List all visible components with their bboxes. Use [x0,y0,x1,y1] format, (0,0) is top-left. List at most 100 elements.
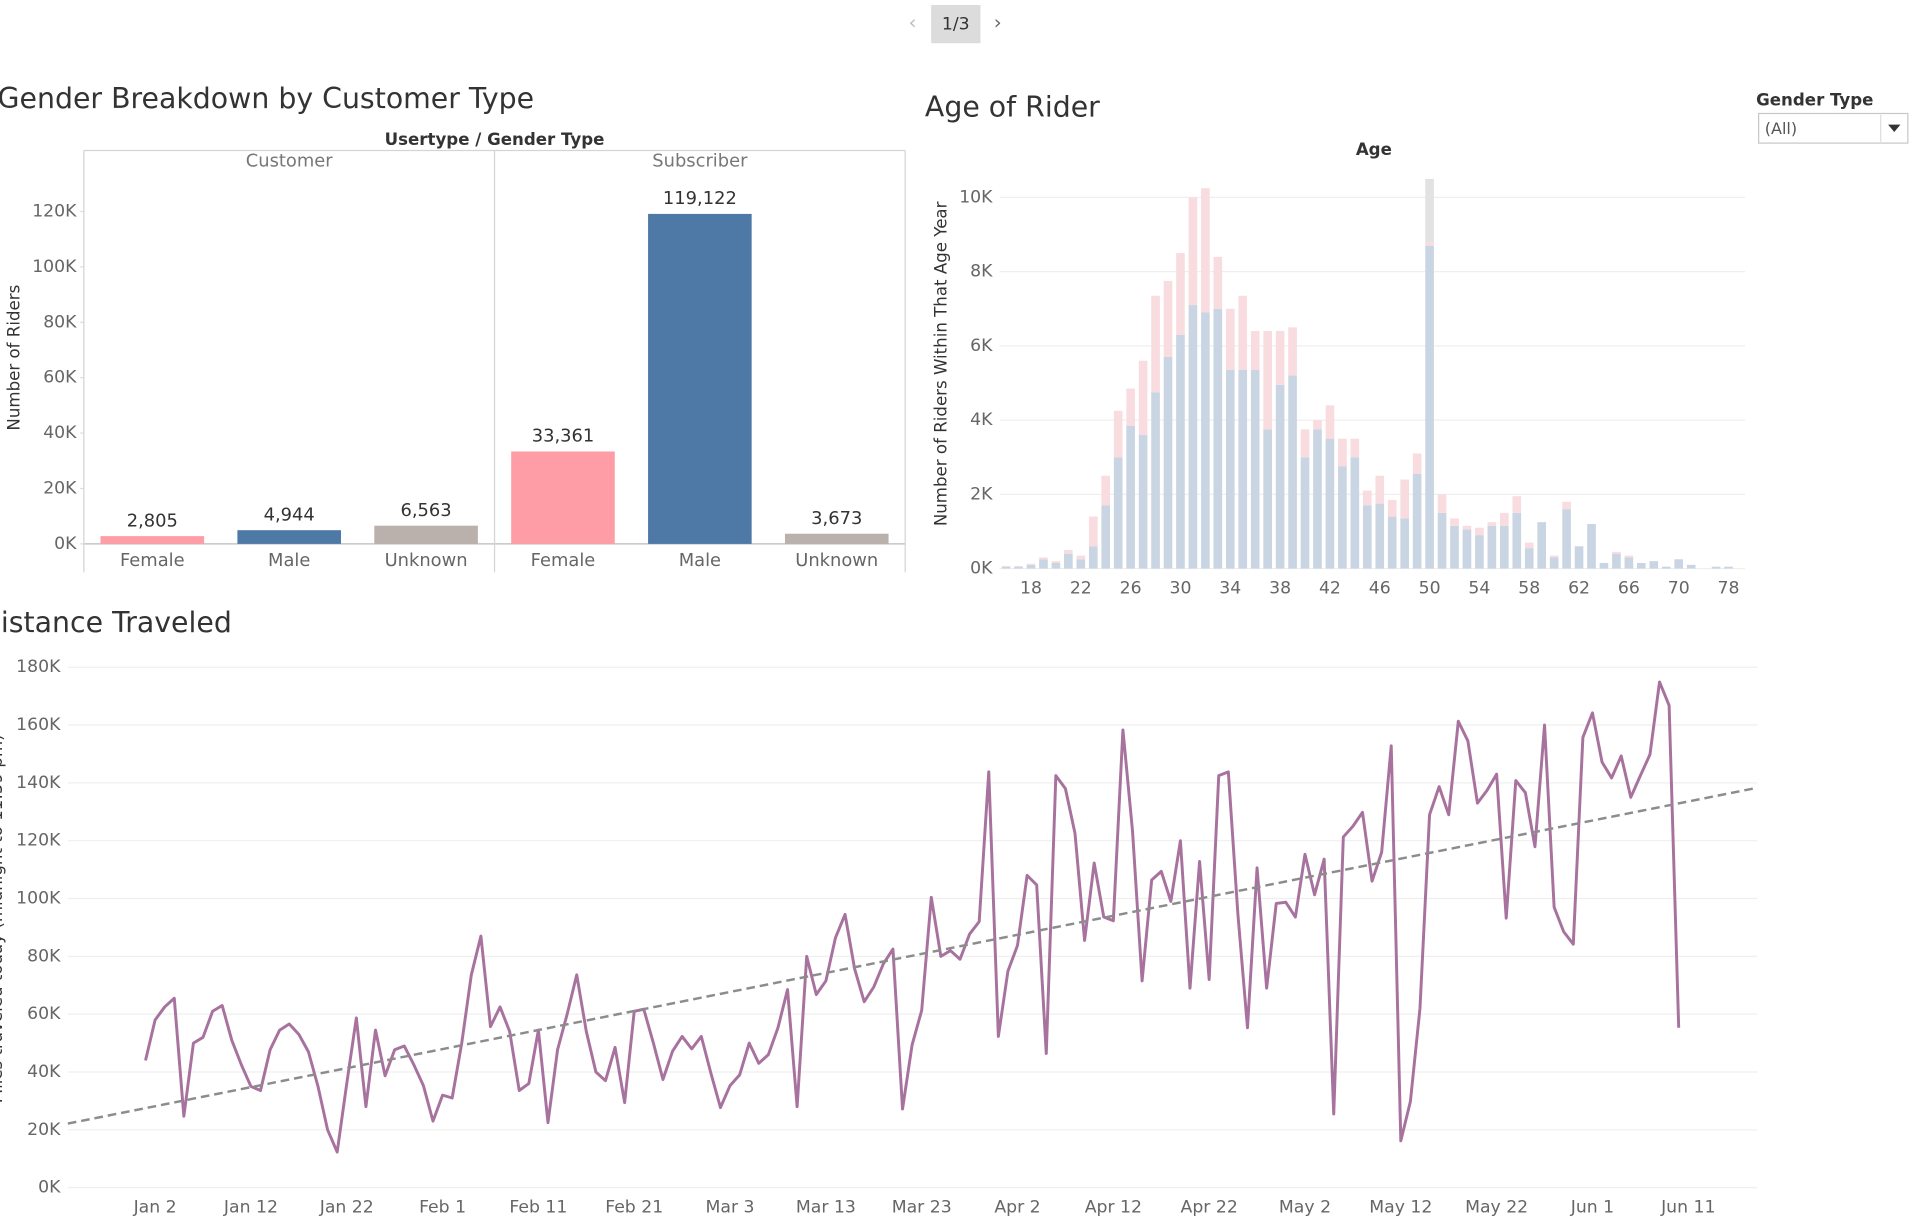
bar-segment [1487,525,1497,569]
x-tick-label: May 2 [1279,1197,1331,1217]
y-tick-label: 0K [38,1178,61,1198]
x-tick-label: 58 [1518,578,1540,598]
x-tick-label: 30 [1169,578,1191,598]
bar-segment [1325,438,1335,569]
bar-segment [1549,555,1559,558]
bar-segment [1201,312,1210,569]
bar-segment [1562,501,1571,510]
x-tick-label: 78 [1718,578,1740,598]
bar-segment [1225,370,1235,569]
bar-segment [1574,546,1584,569]
bar-segment [1288,327,1297,376]
pager-label: 1/3 [942,15,970,35]
y-tick-label: 120K [16,831,61,851]
x-tick-label: Male [268,550,310,571]
bar-segment [1014,566,1023,569]
x-tick-label: Jan 12 [223,1197,278,1217]
bar-segment [1375,475,1385,504]
bar-segment [1599,562,1609,569]
y-tick-label: 10K [959,187,993,207]
bar-segment [1088,546,1098,569]
bar-segment [1151,295,1160,393]
x-tick-label: Feb 1 [419,1197,466,1217]
bar-segment [1238,295,1248,371]
bar-segment [1113,457,1123,569]
x-tick-label: 50 [1419,578,1441,598]
bar-segment [1263,331,1272,430]
value-label: 2,805 [127,510,178,531]
bar-segment [1338,438,1347,467]
bar-segment [1064,549,1073,554]
prev-arrow[interactable]: ‹ [909,11,917,34]
y-tick-label: 140K [16,773,61,793]
bar-segment [1362,505,1372,569]
bar-segment [1275,384,1285,569]
bar-segment [1400,518,1409,569]
bar-segment [1101,475,1111,506]
y-axis-title: Miles traveled today (midnight to 11:59 … [0,734,6,1103]
x-tick-label: Mar 3 [706,1197,755,1217]
bar-segment [1412,453,1422,474]
bar-segment [1300,457,1310,569]
pager-box [931,4,981,44]
filter-label: Gender Type [1756,91,1873,110]
value-label: 119,122 [663,188,737,209]
chart-title: Gender Breakdown by Customer Type [0,82,534,115]
bar-segment [1238,370,1248,569]
bar-segment [1176,253,1185,335]
dropdown[interactable] [1757,112,1909,144]
bar-segment [1288,375,1297,569]
next-arrow[interactable]: › [994,11,1002,34]
bar-segment [1001,565,1011,567]
bar-segment [1412,473,1422,569]
bar-segment [1163,357,1173,569]
x-tick-label: Apr 22 [1181,1197,1238,1217]
bar [374,525,478,544]
y-tick-label: 4K [970,410,993,430]
bar-segment [1313,420,1322,430]
x-tick-label: Female [120,550,185,571]
bar-segment [1176,334,1185,569]
bar-segment [1126,388,1135,426]
x-tick-label: Female [531,550,596,571]
bar-segment [1524,542,1534,549]
bar-segment [1499,525,1509,569]
bar-segment [1387,499,1397,517]
x-tick-label: Jun 11 [1660,1197,1715,1217]
bar-segment [1674,559,1684,569]
bar-segment [1250,331,1260,371]
bar-segment [1201,188,1210,313]
header: Usertype / Gender Type [385,130,605,149]
x-tick-label: 54 [1468,578,1490,598]
bar-segment [1088,516,1098,547]
bar-segment [1487,522,1497,526]
bar-segment [1350,457,1360,569]
bar-segment [1437,494,1447,513]
bar-segment [1325,405,1335,439]
x-tick-label: 22 [1070,578,1092,598]
bar-segment [1250,370,1260,569]
y-axis-title: Number of Riders Within That Age Year [932,201,951,526]
bar-segment [1425,245,1434,569]
y-tick-label: 60K [27,1004,61,1024]
bar-segment [1350,438,1360,458]
bar-segment [1026,564,1036,569]
bar-segment [1711,566,1721,569]
x-tick-label: Apr 12 [1085,1197,1142,1217]
bar-segment [1213,308,1223,569]
y-tick-label: 100K [16,889,61,909]
bar-segment [1450,518,1459,526]
y-tick-label: 20K [27,1120,61,1140]
bar-segment [1039,559,1048,569]
bar-segment [1101,505,1111,569]
y-tick-label: 180K [16,657,61,677]
x-tick-label: 38 [1269,578,1291,598]
x-tick-label: 26 [1120,578,1142,598]
bar-segment [1138,360,1148,435]
bar-segment [1387,516,1397,569]
x-tick-label: 46 [1369,578,1391,598]
x-tick-label: May 22 [1465,1197,1528,1217]
bar-segment [1113,410,1123,458]
